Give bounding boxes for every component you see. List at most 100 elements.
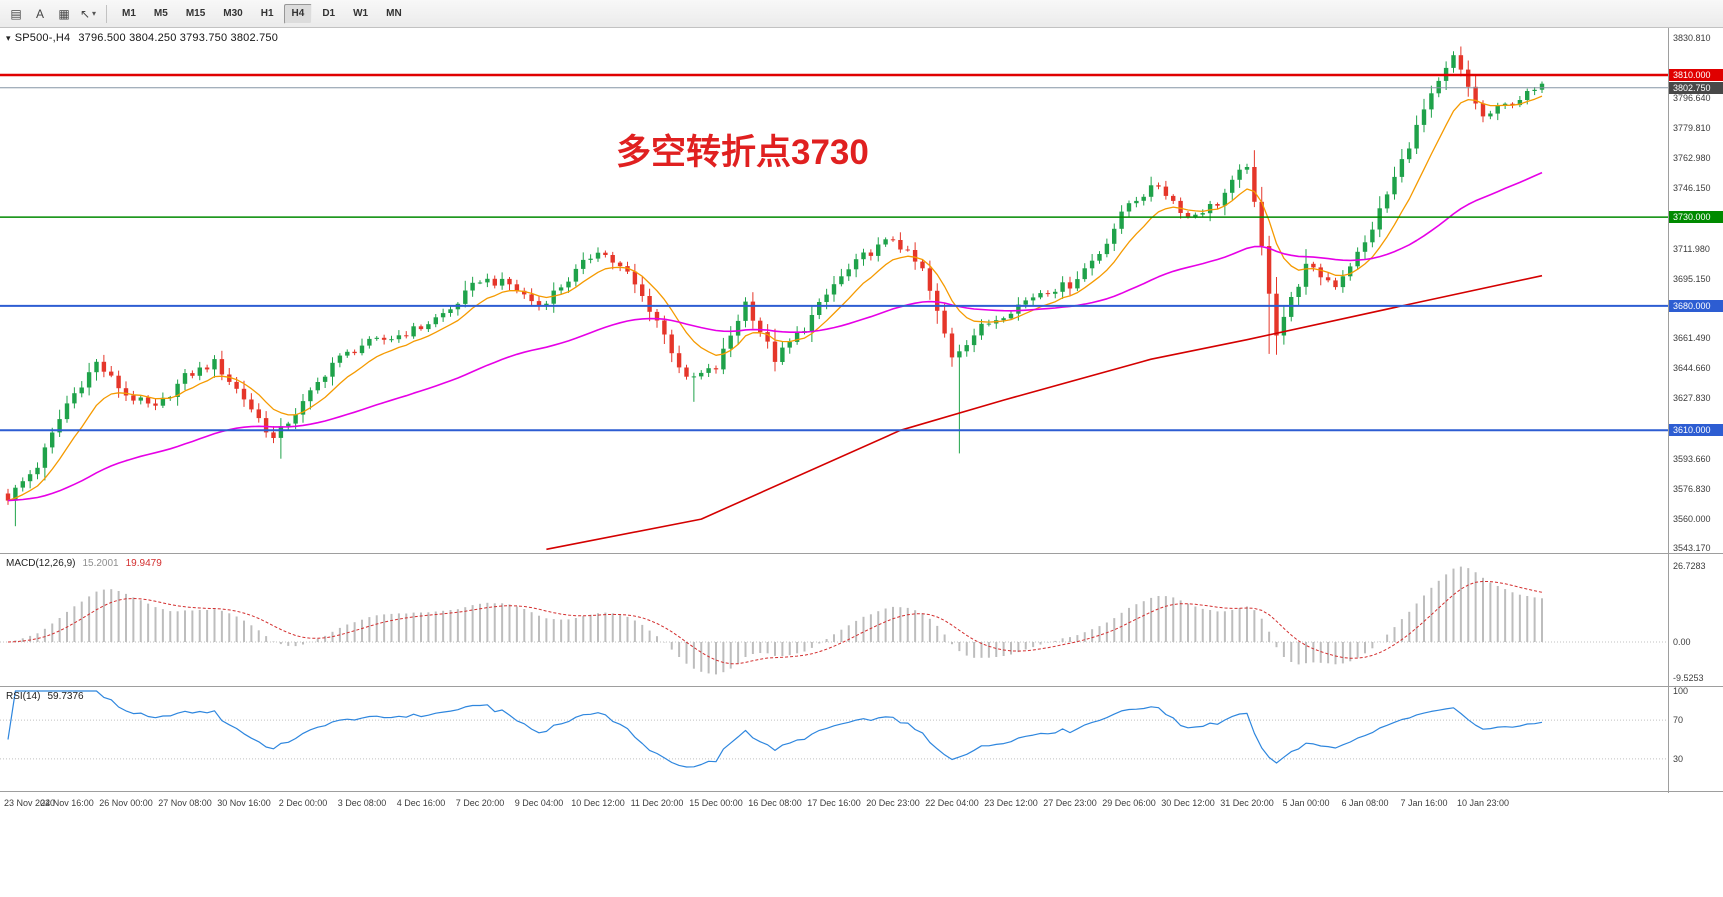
candle: [1340, 276, 1346, 288]
symbol-expander-icon[interactable]: ▾: [6, 33, 11, 43]
timeframe-button-MN[interactable]: MN: [378, 4, 410, 24]
candle: [448, 309, 453, 313]
candle: [588, 258, 593, 260]
timeframe-button-H4[interactable]: H4: [283, 4, 313, 24]
candle: [123, 388, 129, 396]
pane-separator[interactable]: [0, 553, 1723, 554]
candle: [86, 372, 92, 388]
candle: [5, 493, 11, 501]
candle: [190, 373, 195, 376]
timeframe-button-M5[interactable]: M5: [146, 4, 176, 24]
chart-frame-icon[interactable]: ▦: [53, 4, 75, 24]
candle: [920, 261, 925, 269]
candle: [610, 255, 615, 263]
time-axis-label: 6 Jan 08:00: [1341, 798, 1389, 808]
text-tool-icon[interactable]: A: [29, 4, 51, 24]
candle: [1296, 286, 1301, 297]
candle: [322, 376, 328, 382]
candlestick-series: [5, 46, 1545, 527]
candle: [691, 376, 697, 378]
timeframe-button-M15[interactable]: M15: [178, 4, 213, 24]
macd-histogram: [14, 566, 1543, 675]
timeframe-button-D1[interactable]: D1: [314, 4, 343, 24]
candle: [440, 313, 446, 318]
candle: [1333, 280, 1338, 288]
time-axis[interactable]: 23 Nov 2020 24 Nov 16:00 26 Nov 00:00 27 No…: [0, 795, 1723, 813]
candle: [868, 252, 874, 256]
time-axis-label: 30 Nov 16:00: [217, 798, 271, 808]
candle: [721, 348, 726, 370]
candle: [787, 341, 792, 348]
candle: [1517, 100, 1523, 106]
candle: [758, 320, 763, 333]
candle: [1399, 159, 1405, 177]
chart-list-icon[interactable]: ▤: [5, 4, 27, 24]
timeframe-button-H1[interactable]: H1: [253, 4, 282, 24]
macd-axis-label: 26.7283: [1673, 561, 1706, 571]
candle: [1207, 204, 1213, 214]
candle: [713, 368, 719, 370]
candle: [750, 301, 756, 321]
candle: [1053, 291, 1058, 294]
candle: [1193, 214, 1198, 217]
candle: [846, 269, 851, 277]
pane-separator[interactable]: [0, 686, 1723, 687]
candle: [160, 397, 166, 406]
ma-mid-line[interactable]: [7, 171, 1543, 502]
timeframe-button-M30[interactable]: M30: [215, 4, 250, 24]
rsi-axis-label: 100: [1673, 686, 1689, 696]
candle: [1089, 260, 1095, 269]
chart-text-annotation[interactable]: 多空转折点3730: [616, 133, 869, 172]
time-axis-label: 29 Dec 06:00: [1102, 798, 1156, 808]
rsi-indicator-label: RSI(14) 59.7376: [6, 691, 84, 702]
candle: [1045, 293, 1051, 295]
candle: [241, 388, 247, 400]
candle: [1112, 228, 1117, 244]
candle: [138, 397, 143, 401]
candle: [219, 359, 225, 375]
candle: [1473, 86, 1478, 104]
support-line-3610-label: 3610.000: [1669, 424, 1723, 436]
candle: [315, 382, 320, 391]
candle: [1075, 279, 1080, 289]
cursor-tool-icon[interactable]: ↖ ▾: [77, 4, 99, 24]
price-axis[interactable]: 3810.000 3802.750 3730.000 3680.000 3610.000…: [1669, 28, 1723, 794]
candle: [964, 345, 969, 352]
candle: [477, 282, 483, 284]
candle: [883, 239, 888, 245]
candle: [263, 418, 269, 433]
candle: [617, 262, 623, 267]
candle: [271, 432, 276, 438]
candle: [1392, 176, 1397, 195]
candle: [861, 252, 866, 260]
candle: [79, 387, 84, 394]
candle: [234, 381, 239, 389]
toolbar: ▤ A ▦ ↖ ▾ M1 M5 M15 M30 H1 H4 D1 W1 MN: [0, 0, 1723, 28]
ma-fast-line[interactable]: [7, 95, 1543, 502]
candle: [831, 284, 837, 295]
candle: [1458, 55, 1464, 70]
time-axis-label: 11 Dec 20:00: [630, 798, 684, 808]
candle: [1134, 200, 1139, 204]
price-axis-label: 3711.980: [1673, 244, 1710, 254]
timeframe-button-W1[interactable]: W1: [345, 4, 376, 24]
candle: [1348, 266, 1353, 277]
candle: [809, 315, 815, 332]
toolbar-separator: [106, 4, 107, 23]
candle: [1222, 192, 1228, 206]
candle: [1141, 196, 1146, 201]
timeframe-button-M1[interactable]: M1: [114, 4, 144, 24]
candle: [1030, 297, 1036, 301]
candle: [640, 284, 645, 296]
ma-slow-line[interactable]: [546, 274, 1543, 551]
candle: [101, 361, 107, 372]
candle: [1488, 113, 1493, 117]
candle: [684, 367, 689, 377]
candle: [927, 268, 933, 291]
time-axis-label: 30 Dec 12:00: [1161, 798, 1215, 808]
candle: [1274, 293, 1279, 336]
pane-separator[interactable]: [0, 791, 1723, 792]
candle: [558, 287, 564, 291]
time-axis-label: 16 Dec 08:00: [748, 798, 802, 808]
